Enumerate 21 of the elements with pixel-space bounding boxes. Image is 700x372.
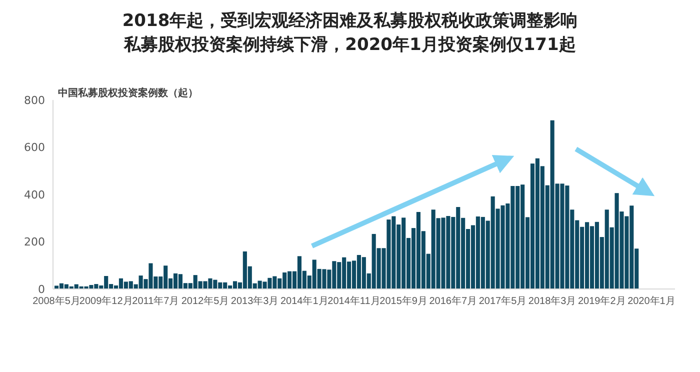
y-tick-label: 200 — [24, 236, 45, 249]
x-tick-label: 2020年1月 — [628, 295, 676, 307]
x-tick-label: 2011年7月 — [132, 295, 180, 307]
y-axis-title: 中国私募股权投资案例数（起） — [58, 87, 198, 99]
x-tick-label: 2019年2月 — [578, 295, 626, 307]
x-tick-label: 2012年5月 — [181, 295, 230, 307]
y-tick-label: 400 — [24, 188, 45, 202]
chart-title: 2018年起，受到宏观经济困难及私募股权税收政策调整影响 — [122, 11, 578, 31]
chart-subtitle: 私募股权投资案例持续下滑，2020年1月投资案例仅171起 — [123, 34, 576, 55]
x-tick-label: 2013年3月 — [230, 295, 279, 307]
x-tick-label: 2015年9月 — [380, 295, 428, 307]
x-tick-label: 2009年12月 — [79, 295, 133, 307]
x-tick-label: 2008年5月 — [32, 295, 80, 307]
x-tick-label: 2018年3月 — [528, 295, 576, 307]
x-tick-label: 2014年11月 — [328, 295, 380, 307]
y-tick-label: 800 — [24, 94, 45, 107]
y-tick-label: 0 — [38, 282, 45, 296]
y-tick-label: 600 — [24, 141, 45, 154]
x-tick-label: 2017年5月 — [478, 295, 527, 307]
x-tick-label: 2016年7月 — [429, 295, 478, 307]
x-tick-label: 2014年1月 — [280, 295, 328, 307]
